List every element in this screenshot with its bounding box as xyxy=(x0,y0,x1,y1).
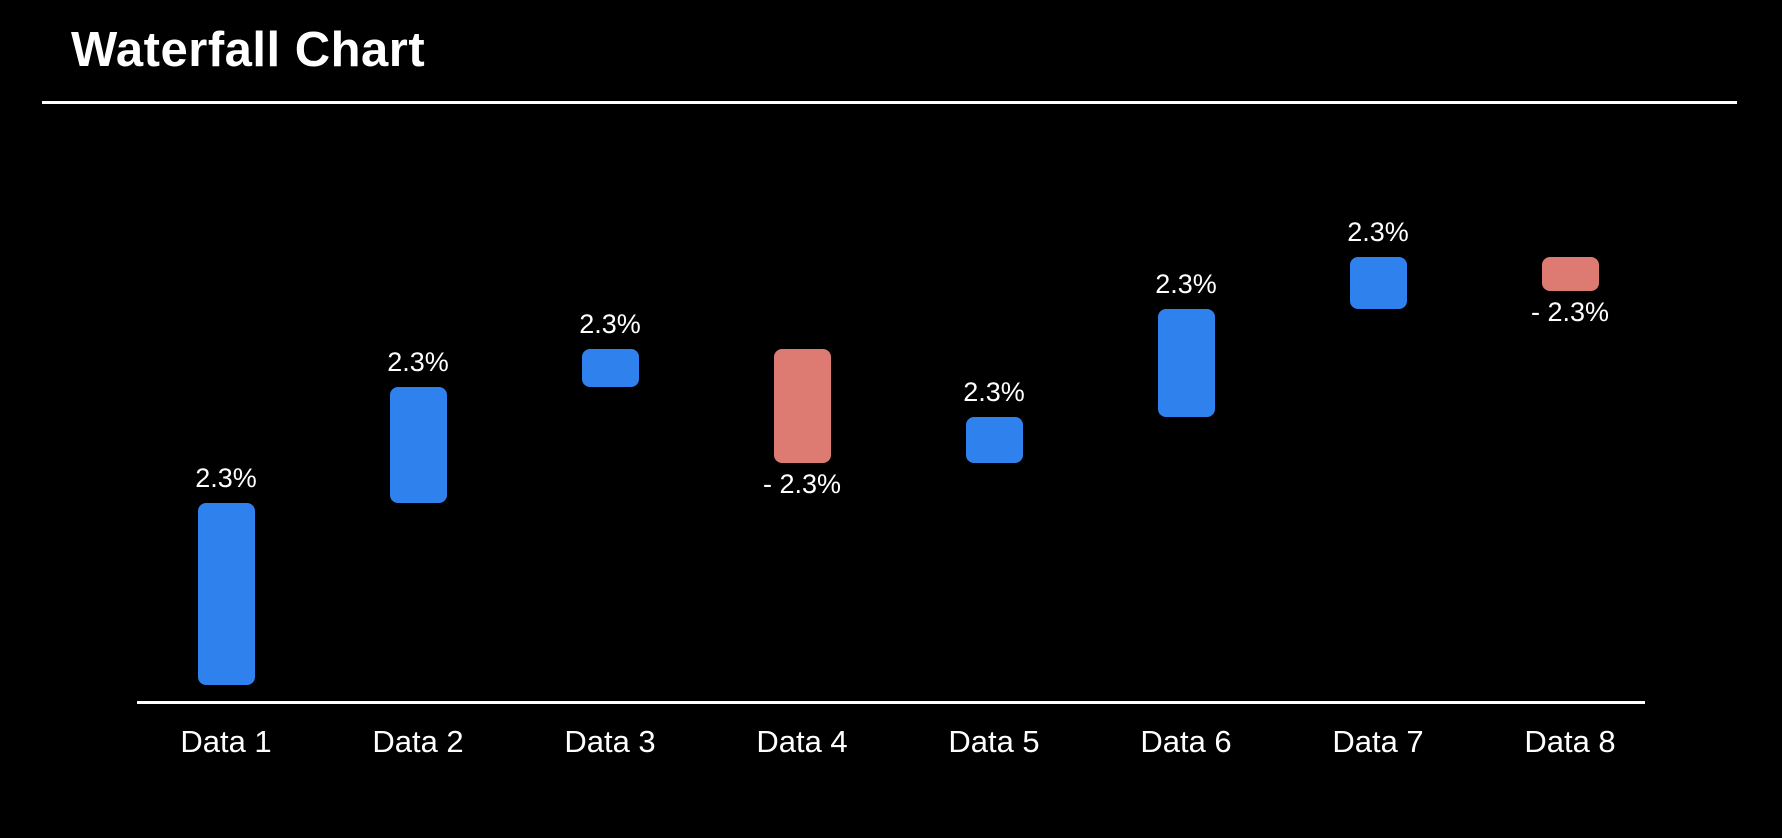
x-axis-line xyxy=(137,701,1645,704)
value-label-data-4: - 2.3% xyxy=(762,469,842,499)
category-label-data-3: Data 3 xyxy=(564,724,656,759)
waterfall-bar-data-2 xyxy=(389,387,447,503)
value-label-data-5: 2.3% xyxy=(963,377,1025,407)
category-label-data-2: Data 2 xyxy=(372,724,464,759)
category-label-data-7: Data 7 xyxy=(1332,724,1424,759)
value-label-data-6: 2.3% xyxy=(1155,269,1217,299)
category-label-data-1: Data 1 xyxy=(180,724,272,759)
waterfall-bar-data-1 xyxy=(197,503,255,685)
waterfall-bar-data-4 xyxy=(773,349,831,463)
page-title: Waterfall Chart xyxy=(71,23,426,77)
category-label-data-8: Data 8 xyxy=(1524,724,1616,759)
waterfall-bar-data-7 xyxy=(1349,257,1407,309)
category-label-data-4: Data 4 xyxy=(756,724,848,759)
waterfall-bar-data-8 xyxy=(1541,257,1599,291)
title-divider xyxy=(42,101,1737,104)
waterfall-bar-data-5 xyxy=(965,417,1023,463)
waterfall-bar-data-6 xyxy=(1157,309,1215,417)
value-label-data-7: 2.3% xyxy=(1347,217,1409,247)
value-label-data-2: 2.3% xyxy=(387,347,449,377)
value-label-data-1: 2.3% xyxy=(195,463,257,493)
value-label-data-3: 2.3% xyxy=(579,309,641,339)
waterfall-bar-data-3 xyxy=(581,349,639,387)
category-label-data-6: Data 6 xyxy=(1140,724,1232,759)
category-label-data-5: Data 5 xyxy=(948,724,1040,759)
value-label-data-8: - 2.3% xyxy=(1530,297,1610,327)
